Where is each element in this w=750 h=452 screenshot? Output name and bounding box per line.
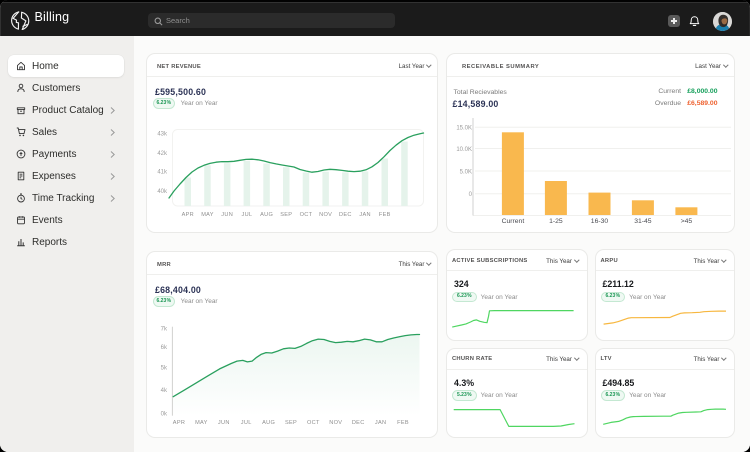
svg-text:FEB: FEB <box>379 212 391 218</box>
svg-text:JAN: JAN <box>359 212 370 218</box>
svg-text:FEB: FEB <box>397 420 409 426</box>
svg-text:NOV: NOV <box>329 420 342 426</box>
svg-text:AUG: AUG <box>260 212 273 218</box>
svg-text:5k: 5k <box>161 365 168 371</box>
svg-text:JUL: JUL <box>241 420 252 426</box>
svg-text:16-30: 16-30 <box>590 218 608 225</box>
svg-text:15.0K: 15.0K <box>456 126 472 132</box>
svg-text:JUL: JUL <box>241 212 252 218</box>
svg-text:JUN: JUN <box>218 420 230 426</box>
svg-text:Current: Current <box>501 218 524 225</box>
svg-text:APR: APR <box>182 212 194 218</box>
svg-text:42k: 42k <box>157 151 168 157</box>
svg-text:MAY: MAY <box>201 212 214 218</box>
svg-text:OCT: OCT <box>300 212 313 218</box>
svg-text:6k: 6k <box>161 345 168 351</box>
svg-text:JUN: JUN <box>221 212 233 218</box>
svg-text:SEP: SEP <box>280 212 292 218</box>
svg-text:1-25: 1-25 <box>549 218 563 225</box>
svg-text:OCT: OCT <box>307 420 320 426</box>
svg-text:4k: 4k <box>161 388 168 394</box>
svg-text:NOV: NOV <box>319 212 332 218</box>
svg-text:0k: 0k <box>161 411 168 417</box>
svg-text:0: 0 <box>468 192 472 198</box>
svg-text:APR: APR <box>173 420 185 426</box>
svg-text:JAN: JAN <box>375 420 386 426</box>
svg-text:AUG: AUG <box>262 420 275 426</box>
svg-text:40k: 40k <box>157 189 168 195</box>
svg-text:31-45: 31-45 <box>634 218 652 225</box>
svg-text:41k: 41k <box>157 170 168 176</box>
svg-text:>45: >45 <box>680 218 692 225</box>
svg-text:MAY: MAY <box>195 420 208 426</box>
svg-text:7k: 7k <box>161 327 168 333</box>
svg-text:10.0K: 10.0K <box>456 147 472 153</box>
svg-text:DEC: DEC <box>339 212 352 218</box>
svg-text:43k: 43k <box>157 132 168 138</box>
svg-text:SEP: SEP <box>285 420 297 426</box>
svg-text:DEC: DEC <box>352 420 365 426</box>
svg-text:5.0K: 5.0K <box>459 169 471 175</box>
